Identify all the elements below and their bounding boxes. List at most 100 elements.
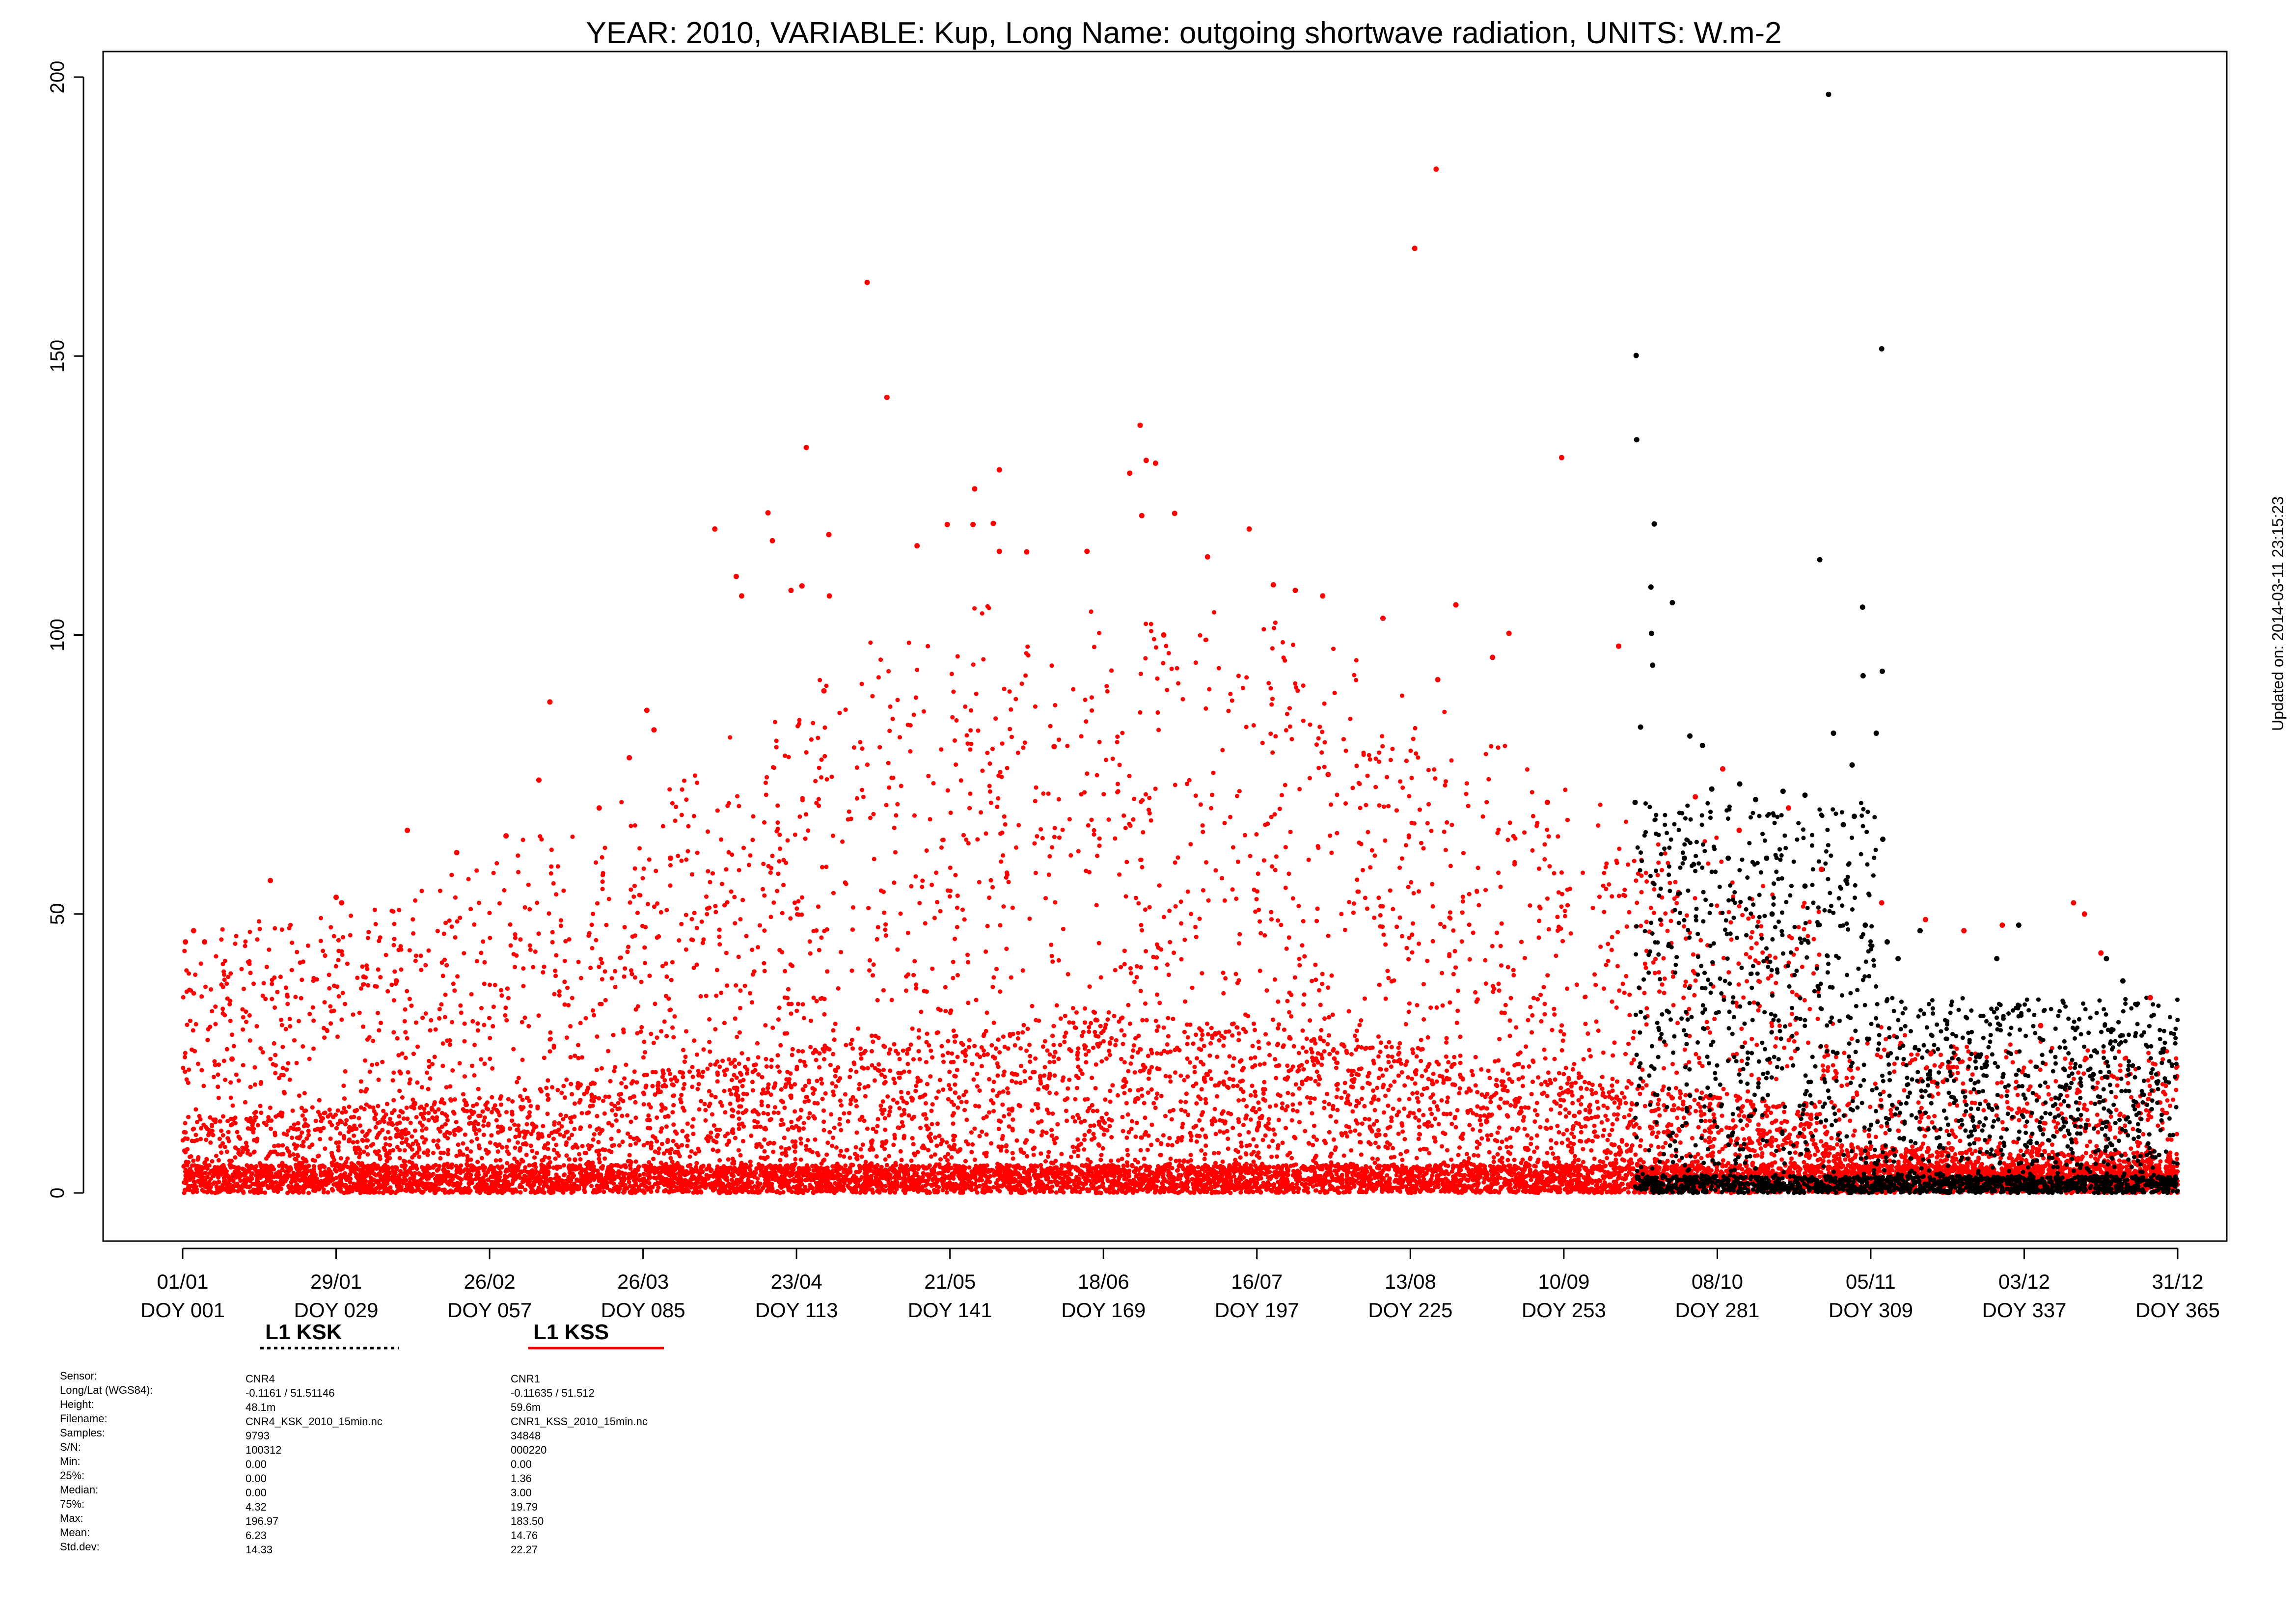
data-point-l1-kss xyxy=(1720,766,1725,772)
data-point-l1-kss xyxy=(1204,554,1210,560)
x-tick-date: 05/11 xyxy=(1846,1270,1896,1293)
data-point-l1-ksk xyxy=(1862,922,1868,928)
info-cell: 4.32 xyxy=(246,1501,267,1513)
x-tick-doy: DOY 085 xyxy=(601,1299,685,1322)
data-point-l1-kss xyxy=(1544,799,1550,805)
info-cell: 1.36 xyxy=(511,1472,532,1485)
data-point-l1-ksk xyxy=(1725,855,1731,861)
sensor-info-table: Sensor: Long/Lat (WGS84): Height: Filename:… xyxy=(60,1370,648,1556)
x-tick-doy: DOY 281 xyxy=(1675,1299,1759,1322)
data-point-l1-ksk xyxy=(1859,604,1865,610)
data-point-l1-ksk xyxy=(1826,91,1831,97)
info-row-label: Max: xyxy=(60,1512,83,1524)
info-cell: 59.6m xyxy=(511,1401,541,1413)
data-point-l1-kss xyxy=(1152,460,1158,466)
data-point-l1-kss xyxy=(803,445,809,451)
x-tick-doy: DOY 309 xyxy=(1829,1299,1913,1322)
y-tick-label: 50 xyxy=(47,903,68,925)
data-point-l1-ksk xyxy=(1860,673,1866,678)
data-point-l1-kss xyxy=(1616,643,1621,649)
data-point-l1-kss xyxy=(651,727,657,733)
y-tick-label: 150 xyxy=(47,340,68,373)
x-tick-date: 13/08 xyxy=(1385,1270,1436,1293)
data-point-l1-ksk xyxy=(1648,630,1654,636)
info-cell: 100312 xyxy=(246,1444,281,1456)
x-tick-date: 23/04 xyxy=(771,1270,822,1293)
data-point-l1-ksk xyxy=(1699,743,1705,748)
data-point-l1-kss xyxy=(191,928,196,934)
data-point-l1-ksk xyxy=(1780,788,1786,794)
data-point-l1-kss xyxy=(536,777,542,783)
data-point-l1-kss xyxy=(644,707,650,713)
data-point-l1-kss xyxy=(1270,582,1276,588)
data-point-l1-ksk xyxy=(1651,521,1657,527)
x-tick-date: 29/01 xyxy=(310,1270,362,1293)
data-point-l1-kss xyxy=(1325,772,1331,778)
data-point-l1-ksk xyxy=(1802,883,1808,889)
data-point-l1-kss xyxy=(1412,245,1418,251)
updated-timestamp: Updated on: 2014-03-11 23:15:23 xyxy=(2269,496,2287,731)
data-point-l1-kss xyxy=(1961,928,1967,934)
data-point-l1-ksk xyxy=(1840,822,1846,828)
x-tick-date: 01/01 xyxy=(157,1270,208,1293)
data-point-l1-kss xyxy=(1246,526,1252,532)
data-point-l1-kss xyxy=(1143,458,1149,463)
data-point-l1-ksk xyxy=(1633,352,1639,358)
info-cell: CNR4 xyxy=(246,1373,275,1385)
chart-title: YEAR: 2010, VARIABLE: Kup, Long Name: ou… xyxy=(586,16,1781,50)
x-tick-doy: DOY 225 xyxy=(1368,1299,1452,1322)
data-point-l1-kss xyxy=(229,1056,235,1062)
data-point-l1-kss xyxy=(1999,922,2005,928)
info-cell: 19.79 xyxy=(511,1501,538,1513)
data-point-l1-kss xyxy=(1693,794,1698,800)
data-point-l1-kss xyxy=(996,467,1002,473)
data-point-l1-kss xyxy=(627,755,632,760)
data-point-l1-kss xyxy=(333,894,339,900)
data-point-l1-ksk xyxy=(1769,911,1775,917)
info-row-label: Min: xyxy=(60,1455,81,1467)
x-tick-date: 03/12 xyxy=(1998,1270,2050,1293)
data-point-l1-kss xyxy=(2071,900,2077,906)
info-row-label: Mean: xyxy=(60,1526,90,1539)
info-cell: 9793 xyxy=(246,1430,270,1442)
data-point-l1-ksk xyxy=(1669,600,1675,606)
data-point-l1-kss xyxy=(454,850,460,856)
data-point-l1-ksk xyxy=(1884,939,1890,945)
data-point-l1-ksk xyxy=(1880,837,1886,842)
info-cell: 48.1m xyxy=(246,1401,275,1413)
data-point-l1-ksk xyxy=(1917,928,1923,934)
x-tick-doy: DOY 141 xyxy=(908,1299,992,1322)
data-point-l1-ksk xyxy=(1737,781,1743,787)
info-cell: CNR4_KSK_2010_15min.nc xyxy=(246,1415,383,1428)
data-point-l1-ksk xyxy=(1802,792,1808,798)
info-row-label: Sensor: xyxy=(60,1370,97,1382)
data-point-l1-kss xyxy=(1161,632,1167,638)
info-cell: 0.00 xyxy=(246,1472,267,1485)
legend-label-kss: L1 KSS xyxy=(533,1320,609,1344)
info-row-label: Median: xyxy=(60,1484,98,1496)
data-series xyxy=(183,91,2153,1062)
info-cell: 6.23 xyxy=(246,1529,267,1542)
data-point-l1-kss xyxy=(1923,917,1928,922)
data-point-l1-kss xyxy=(769,538,775,543)
x-tick-doy: DOY 029 xyxy=(294,1299,379,1322)
data-point-l1-kss xyxy=(547,699,553,705)
info-row-label: Height: xyxy=(60,1398,94,1410)
data-point-l1-kss xyxy=(739,593,744,599)
data-point-l1-kss xyxy=(1024,549,1030,555)
data-point-l1-ksk xyxy=(2120,978,2126,984)
data-point-l1-kss xyxy=(393,978,399,984)
data-point-l1-kss xyxy=(733,573,739,579)
plot-frame xyxy=(102,51,2228,1242)
info-cell: 0.00 xyxy=(246,1458,267,1470)
data-point-l1-ksk xyxy=(1851,813,1857,819)
data-point-l1-kss xyxy=(1558,455,1564,460)
y-tick-label: 200 xyxy=(47,61,68,94)
info-row-label: Samples: xyxy=(60,1427,105,1439)
info-cell: 14.33 xyxy=(246,1543,273,1556)
data-point-l1-kss xyxy=(667,855,673,861)
data-point-l1-kss xyxy=(1433,166,1439,172)
info-cell: CNR1_KSS_2010_15min.nc xyxy=(511,1415,648,1428)
info-cell: 14.76 xyxy=(511,1529,538,1542)
